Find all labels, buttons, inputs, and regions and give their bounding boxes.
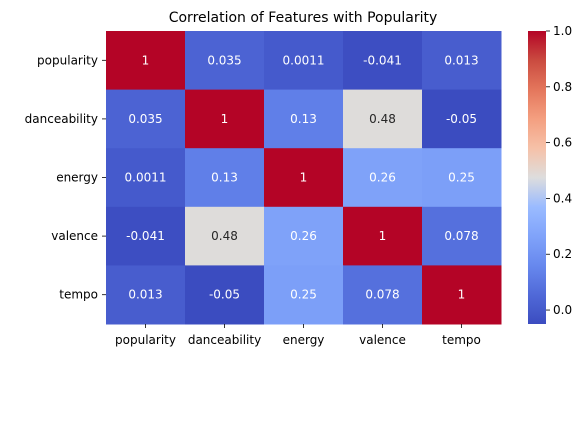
colorbar-tick-label: 0.2 xyxy=(553,247,572,261)
cell-value-label: -0.05 xyxy=(209,288,240,302)
y-tick-label: valence xyxy=(51,229,98,243)
cell-value-label: -0.05 xyxy=(446,112,477,126)
cell-value-label: 0.0011 xyxy=(283,53,325,67)
y-tick-label: danceability xyxy=(25,112,98,126)
colorbar-tick-label: 0.0 xyxy=(553,303,572,317)
cell-value-label: 1 xyxy=(458,288,466,302)
cell-value-label: 0.013 xyxy=(128,288,162,302)
cell-value-label: 1 xyxy=(300,171,308,185)
cell-value-label: 1 xyxy=(379,229,387,243)
y-tick-label: tempo xyxy=(59,288,98,302)
x-axis-labels: popularity danceability energy valence tempo xyxy=(115,324,481,347)
cell-value-label: 0.13 xyxy=(211,171,238,185)
x-tick-label: valence xyxy=(359,333,406,347)
cell-value-label: 0.25 xyxy=(290,288,317,302)
heatmap-cells: 1 0.035 0.0011 -0.041 0.013 0.035 1 0.13 0.48 -0.… xyxy=(106,31,502,325)
x-tick-label: danceability xyxy=(188,333,261,347)
colorbar-tick-label: 0.8 xyxy=(553,80,572,94)
chart-title: Correlation of Features with Popularity xyxy=(169,10,438,26)
colorbar-gradient xyxy=(528,31,546,324)
cell-value-label: 0.078 xyxy=(444,229,478,243)
cell-value-label: 0.26 xyxy=(369,171,396,185)
cell-value-label: 0.078 xyxy=(365,288,399,302)
x-tick-label: tempo xyxy=(442,333,481,347)
cell-value-label: 0.013 xyxy=(444,53,478,67)
cell-value-label: 0.13 xyxy=(290,112,317,126)
x-tick-label: energy xyxy=(283,333,325,347)
cell-value-label: 0.035 xyxy=(207,53,241,67)
cell-value-label: -0.041 xyxy=(363,53,402,67)
y-axis-labels: popularity danceability energy valence tempo xyxy=(25,53,106,301)
cell-value-label: 1 xyxy=(142,53,150,67)
cell-value-label: 0.25 xyxy=(448,171,475,185)
colorbar: 0.0 0.2 0.4 0.6 0.8 1.0 xyxy=(528,24,572,324)
cell-value-label: 0.035 xyxy=(128,112,162,126)
y-tick-label: popularity xyxy=(37,53,98,67)
colorbar-tick-label: 1.0 xyxy=(553,24,572,38)
cell-value-label: 0.0011 xyxy=(125,171,167,185)
cell-value-label: 0.26 xyxy=(290,229,317,243)
cell-value-label: -0.041 xyxy=(126,229,165,243)
cell-value-label: 0.48 xyxy=(369,112,396,126)
x-tick-label: popularity xyxy=(115,333,176,347)
cell-value-label: 0.48 xyxy=(211,229,238,243)
y-tick-label: energy xyxy=(56,171,98,185)
cell-value-label: 1 xyxy=(221,112,229,126)
colorbar-tick-label: 0.4 xyxy=(553,191,572,205)
colorbar-tick-label: 0.6 xyxy=(553,136,572,150)
